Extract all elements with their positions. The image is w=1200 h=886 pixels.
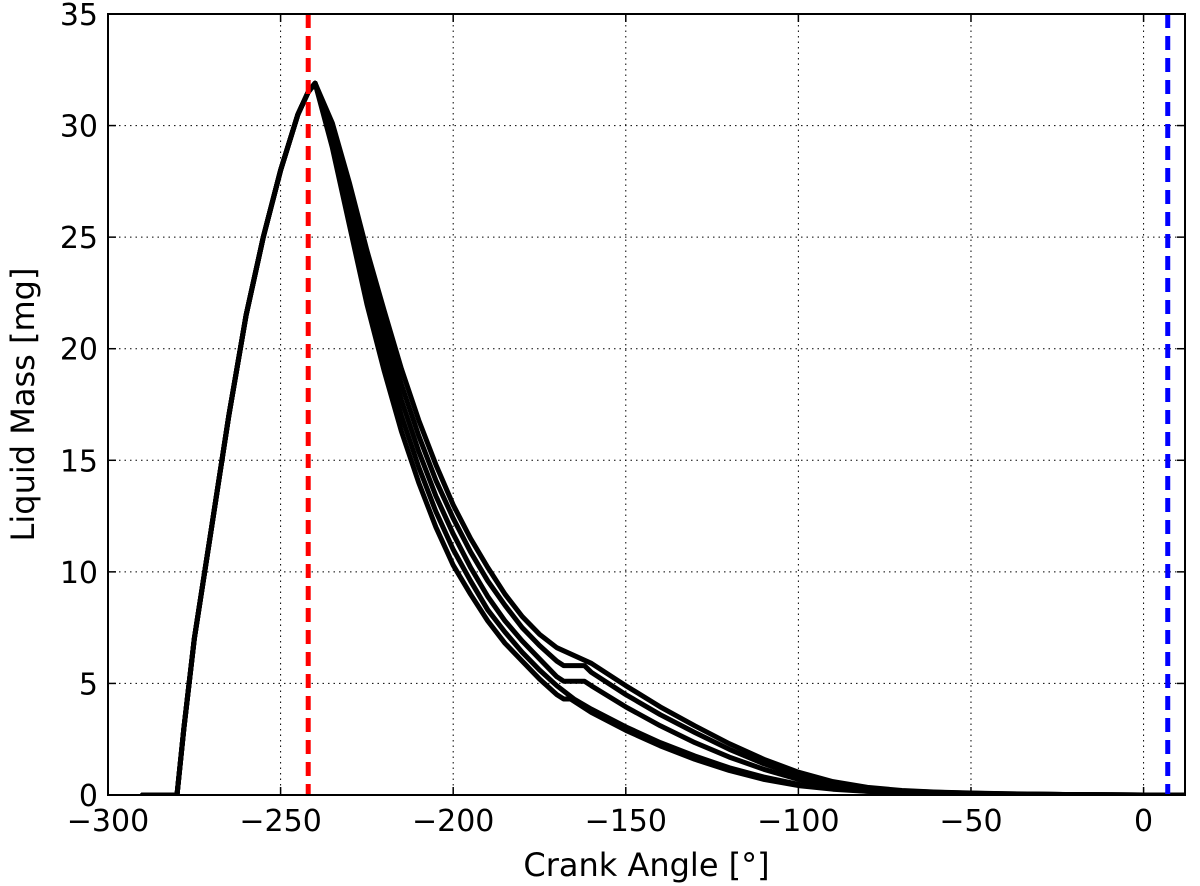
x-tick-label: −300 bbox=[67, 804, 149, 839]
x-tick-label: 0 bbox=[1134, 804, 1153, 839]
y-axis-label: Liquid Mass [mg] bbox=[4, 268, 42, 542]
plot-frame bbox=[107, 13, 1186, 796]
y-tick-label: 5 bbox=[79, 667, 98, 702]
x-tick-label: −150 bbox=[585, 804, 667, 839]
y-tick-label: 30 bbox=[60, 110, 98, 145]
x-tick-label: −100 bbox=[757, 804, 839, 839]
liquid-mass-series-line bbox=[140, 80, 1185, 795]
y-tick-label: 20 bbox=[60, 333, 98, 368]
y-tick-label: 35 bbox=[60, 0, 98, 33]
x-tick-label: −50 bbox=[939, 804, 1002, 839]
y-tick-label: 25 bbox=[60, 221, 98, 256]
y-tick-label: 15 bbox=[60, 444, 98, 479]
x-tick-label: −250 bbox=[239, 804, 321, 839]
y-tick-label: 0 bbox=[79, 779, 98, 814]
x-axis-label: Crank Angle [°] bbox=[523, 846, 769, 884]
y-tick-label: 10 bbox=[60, 556, 98, 591]
reference-lines bbox=[305, 14, 1171, 795]
x-tick-label: −200 bbox=[412, 804, 494, 839]
plot-series-group bbox=[140, 80, 1185, 795]
axis-ticks: −300 −250 −200 −150 −100 −50 0 0 5 10 15 20 25 30 35 bbox=[60, 0, 1185, 839]
